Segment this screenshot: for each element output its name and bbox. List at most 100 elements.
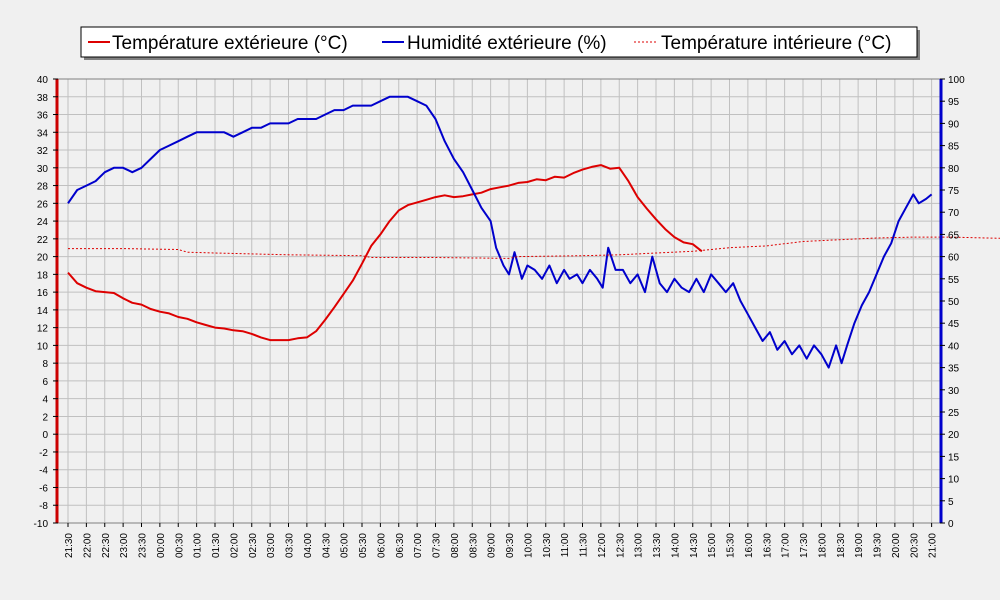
x-tick-label: 07:30 <box>432 533 443 558</box>
x-tick-label: 14:00 <box>670 533 681 558</box>
x-tick-label: 09:30 <box>505 533 516 558</box>
right-axis-ticks: 1009590858075706560555045403530252015105… <box>940 75 965 530</box>
left-tick-label: 20 <box>37 253 49 264</box>
left-tick-label: 22 <box>37 235 49 246</box>
right-tick-label: 90 <box>948 119 960 130</box>
x-tick-label: 06:30 <box>395 533 406 558</box>
left-axis-ticks: 4038363432302826242220181614121086420-2-… <box>34 75 58 530</box>
x-tick-label: 18:00 <box>817 533 828 558</box>
x-tick-label: 14:30 <box>689 533 700 558</box>
x-tick-label: 08:30 <box>468 533 479 558</box>
x-tick-label: 20:30 <box>909 533 920 558</box>
x-tick-label: 21:00 <box>928 533 939 558</box>
x-tick-label: 17:00 <box>781 533 792 558</box>
x-tick-label: 21:30 <box>64 533 75 558</box>
x-tick-label: 15:30 <box>726 533 737 558</box>
x-tick-label: 04:30 <box>321 533 332 558</box>
x-tick-label: 18:30 <box>836 533 847 558</box>
x-tick-label: 10:00 <box>523 533 534 558</box>
left-tick-label: 38 <box>37 93 49 104</box>
x-tick-label: 03:00 <box>266 533 277 558</box>
legend-label-temp-int: Température intérieure (°C) <box>661 33 891 54</box>
right-tick-label: 95 <box>948 97 960 108</box>
right-tick-label: 20 <box>948 430 960 441</box>
x-tick-label: 16:00 <box>744 533 755 558</box>
left-tick-label: 26 <box>37 199 49 210</box>
x-tick-label: 23:00 <box>119 533 130 558</box>
right-tick-label: 85 <box>948 142 960 153</box>
left-tick-label: 18 <box>37 270 49 281</box>
x-tick-label: 22:00 <box>82 533 93 558</box>
x-tick-label: 13:30 <box>652 533 663 558</box>
x-tick-label: 00:30 <box>174 533 185 558</box>
right-tick-label: 45 <box>948 319 960 330</box>
right-tick-label: 25 <box>948 408 960 419</box>
left-tick-label: -2 <box>39 448 48 459</box>
x-tick-label: 05:30 <box>358 533 369 558</box>
left-tick-label: 28 <box>37 182 49 193</box>
left-tick-label: 0 <box>42 430 48 441</box>
left-tick-label: 32 <box>37 146 49 157</box>
left-tick-label: -4 <box>39 466 48 477</box>
x-tick-label: 11:30 <box>579 533 590 558</box>
x-tick-label: 17:30 <box>799 533 810 558</box>
left-tick-label: 10 <box>37 341 49 352</box>
right-tick-label: 50 <box>948 297 960 308</box>
x-tick-label: 19:00 <box>854 533 865 558</box>
right-tick-label: 30 <box>948 386 960 397</box>
right-tick-label: 75 <box>948 186 960 197</box>
right-tick-label: 55 <box>948 275 960 286</box>
x-tick-label: 12:30 <box>615 533 626 558</box>
x-tick-label: 13:00 <box>634 533 645 558</box>
left-tick-label: 30 <box>37 164 49 175</box>
x-tick-label: 15:00 <box>707 533 718 558</box>
series-line-humidity <box>67 95 933 369</box>
right-tick-label: 60 <box>948 253 960 264</box>
right-tick-label: 40 <box>948 341 960 352</box>
x-tick-label: 07:00 <box>413 533 424 558</box>
x-tick-label: 01:00 <box>193 533 204 558</box>
x-tick-label: 20:00 <box>891 533 902 558</box>
x-tick-label: 01:30 <box>211 533 222 558</box>
left-tick-label: 6 <box>42 377 48 388</box>
x-tick-label: 03:30 <box>285 533 296 558</box>
left-tick-label: -10 <box>34 519 49 530</box>
x-axis-ticks: 21:30 22:00 22:30 23:00 23:30 00:00 00:30 01:00… <box>64 523 939 558</box>
x-tick-label: 19:30 <box>873 533 884 558</box>
x-tick-label: 08:00 <box>450 533 461 558</box>
x-tick-label: 05:00 <box>340 533 351 558</box>
x-tick-label: 02:00 <box>229 533 240 558</box>
x-tick-label: 10:30 <box>542 533 553 558</box>
series-layer <box>67 95 1000 369</box>
series-line-temp-int <box>68 236 1000 259</box>
legend-box <box>80 26 918 58</box>
right-tick-label: 15 <box>948 452 960 463</box>
x-tick-label: 11:00 <box>560 533 571 558</box>
x-tick-label: 06:00 <box>376 533 387 558</box>
left-tick-label: -8 <box>39 501 48 512</box>
x-tick-label: 16:30 <box>762 533 773 558</box>
left-tick-label: 12 <box>37 324 49 335</box>
left-tick-label: 2 <box>42 412 48 423</box>
left-tick-label: 40 <box>37 75 49 86</box>
left-tick-label: 8 <box>42 359 48 370</box>
left-tick-label: 4 <box>42 395 48 406</box>
legend: Température extérieure (°C) Humidité ext… <box>80 26 920 60</box>
x-tick-label: 04:00 <box>303 533 314 558</box>
series-line-temp-ext <box>67 164 703 342</box>
x-tick-label: 12:00 <box>597 533 608 558</box>
right-tick-label: 100 <box>948 75 965 86</box>
x-tick-label: 00:00 <box>156 533 167 558</box>
legend-label-temp-ext: Température extérieure (°C) <box>112 33 348 54</box>
right-tick-label: 65 <box>948 230 960 241</box>
left-tick-label: 16 <box>37 288 49 299</box>
right-tick-label: 80 <box>948 164 960 175</box>
right-tick-label: 5 <box>948 497 954 508</box>
x-tick-label: 23:30 <box>138 533 149 558</box>
right-tick-label: 35 <box>948 364 960 375</box>
left-tick-label: 24 <box>37 217 49 228</box>
right-tick-label: 0 <box>948 519 954 530</box>
right-tick-label: 10 <box>948 475 960 486</box>
